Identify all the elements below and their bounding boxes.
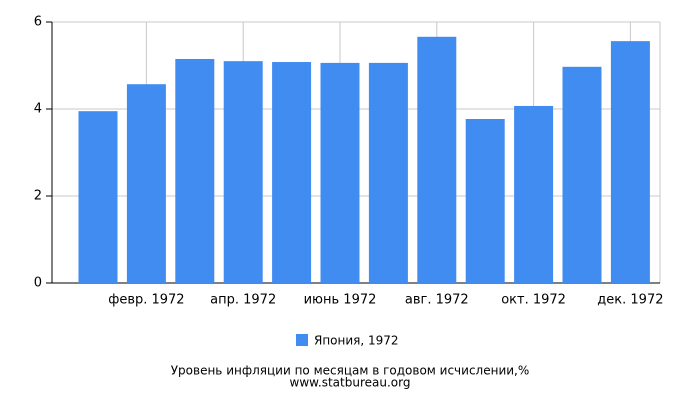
bar [465, 119, 505, 283]
y-tick-label: 0 [34, 276, 42, 291]
x-tick-label: дек. 1972 [597, 293, 663, 308]
bar [562, 66, 602, 284]
bar [78, 111, 118, 283]
bar [126, 84, 166, 283]
x-tick-label: авг. 1972 [405, 293, 469, 308]
footer-title: Уровень инфляции по месяцам в годовом ис… [171, 364, 530, 378]
x-tick-label: окт. 1972 [501, 293, 566, 308]
bar [272, 62, 312, 283]
y-tick-label: 2 [34, 189, 42, 204]
bar [368, 62, 408, 283]
legend-swatch [296, 334, 308, 346]
bar [175, 58, 215, 283]
y-tick-label: 6 [34, 15, 42, 30]
x-tick-label: февр. 1972 [108, 293, 184, 308]
bar [514, 105, 554, 283]
bar [223, 61, 263, 284]
bar [610, 41, 650, 283]
y-tick-label: 4 [34, 102, 42, 117]
x-tick-label: апр. 1972 [210, 293, 276, 308]
footer-source: www.statbureau.org [290, 376, 411, 390]
legend-label: Япония, 1972 [314, 334, 399, 348]
bar [417, 36, 457, 283]
bar [320, 62, 360, 283]
x-tick-label: июнь 1972 [304, 293, 377, 308]
